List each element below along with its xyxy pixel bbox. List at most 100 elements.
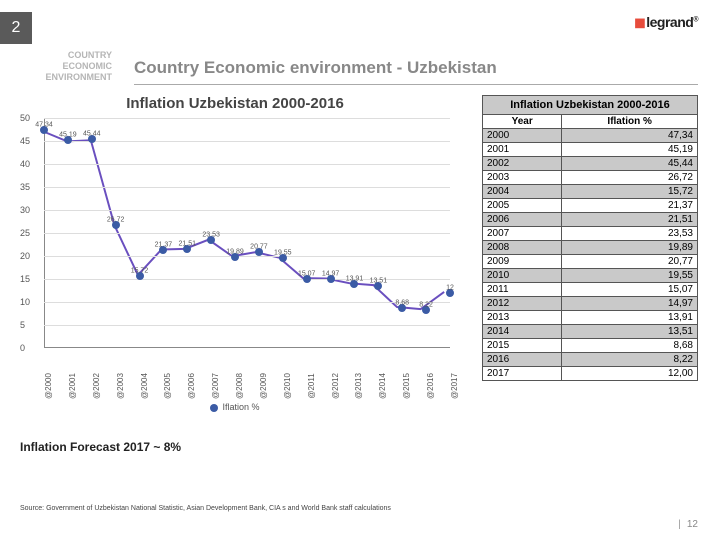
chart-data-label: 45.44	[83, 131, 101, 138]
y-tick-label: 15	[20, 274, 30, 284]
x-tick-label: @2003	[116, 373, 125, 399]
table-row: 200415,72	[483, 185, 698, 199]
cell-value: 8,68	[562, 339, 698, 353]
legend-marker-icon	[210, 404, 218, 412]
chart-data-label: 20.77	[250, 244, 268, 251]
y-tick-label: 45	[20, 136, 30, 146]
x-axis-labels: @2000@2001@2002@2003@2004@2005@2006@2007…	[44, 348, 460, 400]
gridline	[44, 279, 450, 280]
inflation-table: Inflation Uzbekistan 2000-2016 Year Ifla…	[482, 95, 698, 381]
side-label-line: COUNTRY	[0, 50, 112, 61]
x-tick-label: @2013	[354, 373, 363, 399]
cell-value: 8,22	[562, 353, 698, 367]
chart-legend: Iflation %	[10, 402, 460, 412]
page-number-value: 12	[687, 519, 698, 530]
side-section-label: COUNTRY ECONOMIC ENVIRONMENT	[0, 50, 120, 82]
chart-data-label: 15.72	[131, 267, 149, 274]
source-footnote: Source: Government of Uzbekistan Nationa…	[20, 505, 391, 512]
table-row: 200621,51	[483, 213, 698, 227]
side-label-line: ECONOMIC	[0, 61, 112, 72]
cell-value: 14,97	[562, 297, 698, 311]
chart-data-label: 8.68	[395, 300, 409, 307]
cell-year: 2013	[483, 311, 562, 325]
title-divider	[134, 84, 698, 85]
table-row: 200521,37	[483, 199, 698, 213]
x-tick-label: @2006	[187, 373, 196, 399]
cell-year: 2011	[483, 283, 562, 297]
cell-value: 12,00	[562, 367, 698, 381]
chart-title: Inflation Uzbekistan 2000-2016	[10, 95, 460, 112]
gridline	[44, 302, 450, 303]
brand-text: legrand	[646, 14, 693, 30]
gridline	[44, 256, 450, 257]
y-tick-label: 35	[20, 182, 30, 192]
page-title: Country Economic environment - Uzbekista…	[134, 58, 497, 78]
table-row: 201019,55	[483, 269, 698, 283]
chart-data-label: 12	[446, 284, 454, 291]
cell-value: 47,34	[562, 129, 698, 143]
cell-value: 26,72	[562, 171, 698, 185]
table-row: 200326,72	[483, 171, 698, 185]
table-row: 200920,77	[483, 255, 698, 269]
x-tick-label: @2015	[402, 373, 411, 399]
table-row: 200723,53	[483, 227, 698, 241]
cell-value: 15,72	[562, 185, 698, 199]
cell-year: 2005	[483, 199, 562, 213]
cell-value: 19,89	[562, 241, 698, 255]
chart-data-label: 23.53	[202, 231, 220, 238]
cell-value: 13,51	[562, 325, 698, 339]
cell-value: 19,55	[562, 269, 698, 283]
data-table: Inflation Uzbekistan 2000-2016 Year Ifla…	[482, 95, 698, 381]
cell-year: 2012	[483, 297, 562, 311]
chart-plot-area: 0510152025303540455047.3445.1945.4426.72…	[24, 118, 454, 348]
y-tick-label: 20	[20, 251, 30, 261]
table-row: 20168,22	[483, 353, 698, 367]
cell-year: 2001	[483, 143, 562, 157]
chart-data-label: 14.97	[322, 271, 340, 278]
cell-year: 2004	[483, 185, 562, 199]
y-tick-label: 5	[20, 320, 25, 330]
x-tick-label: @2014	[378, 373, 387, 399]
table-row: 201115,07	[483, 283, 698, 297]
gridline	[44, 141, 450, 142]
x-tick-label: @2004	[140, 373, 149, 399]
table-row: 20158,68	[483, 339, 698, 353]
chart-data-label: 13.51	[370, 277, 388, 284]
cell-year: 2008	[483, 241, 562, 255]
chart-data-label: 19.55	[274, 250, 292, 257]
cell-year: 2017	[483, 367, 562, 381]
x-tick-label: @2009	[259, 373, 268, 399]
chart-data-label: 21.37	[155, 241, 173, 248]
cell-year: 2015	[483, 339, 562, 353]
y-tick-label: 30	[20, 205, 30, 215]
logo-square-icon: ◼	[634, 14, 645, 30]
table-row: 201413,51	[483, 325, 698, 339]
cell-year: 2009	[483, 255, 562, 269]
cell-year: 2007	[483, 227, 562, 241]
x-tick-label: @2012	[331, 373, 340, 399]
x-tick-label: @2010	[283, 373, 292, 399]
x-tick-label: @2000	[44, 373, 53, 399]
cell-value: 20,77	[562, 255, 698, 269]
chart-data-label: 47.34	[35, 122, 53, 129]
chart-data-label: 26.72	[107, 217, 125, 224]
side-label-line: ENVIRONMENT	[0, 72, 112, 83]
gridline	[44, 118, 450, 119]
cell-year: 2010	[483, 269, 562, 283]
gridline	[44, 325, 450, 326]
section-number-badge: 2	[0, 12, 32, 44]
table-row: 200245,44	[483, 157, 698, 171]
cell-value: 13,91	[562, 311, 698, 325]
chart-data-label: 8.22	[419, 302, 433, 309]
table-row: 200047,34	[483, 129, 698, 143]
y-tick-label: 10	[20, 297, 30, 307]
x-tick-label: @2011	[307, 373, 316, 398]
cell-year: 2014	[483, 325, 562, 339]
legend-label: Iflation %	[222, 402, 259, 412]
gridline	[44, 233, 450, 234]
chart-data-label: 21.51	[179, 241, 197, 248]
chart-data-label: 19.89	[226, 248, 244, 255]
table-col-year: Year	[483, 115, 562, 129]
x-tick-label: @2001	[68, 373, 77, 399]
x-tick-label: @2008	[235, 373, 244, 399]
